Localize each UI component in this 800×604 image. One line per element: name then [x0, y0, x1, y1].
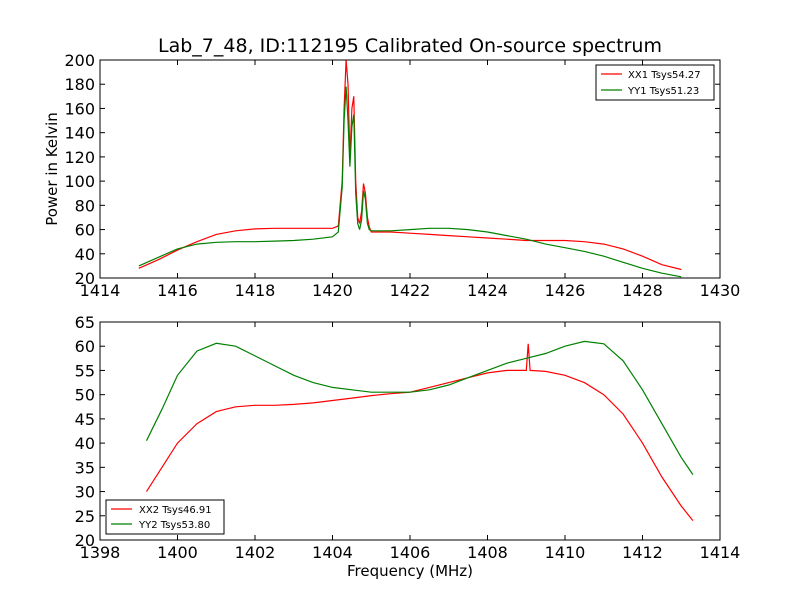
- bottom-legend-label-xx2: XX2 Tsys46.91: [139, 505, 212, 516]
- top-y-tick-label: 80: [75, 196, 95, 215]
- bottom-y-tick-label: 50: [75, 386, 95, 405]
- top-y-tick-label: 140: [64, 124, 95, 143]
- bottom-y-tick-label: 35: [75, 458, 95, 477]
- top-legend-label-xx1: XX1 Tsys54.27: [628, 70, 701, 81]
- bottom-x-tick-label: 1398: [80, 543, 121, 562]
- bottom-x-tick-label: 1412: [622, 543, 663, 562]
- bottom-plot-area: 1398 1400 1402 1404 1406 1408 1410 1412 1414 20 25…: [75, 313, 741, 562]
- top-y-tick-label: 160: [64, 99, 95, 118]
- bottom-x-axis-label: Frequency (MHz): [347, 562, 473, 580]
- bottom-legend: XX2 Tsys46.91 YY2 Tsys53.80: [105, 499, 225, 535]
- bottom-series-line-2: [145, 340, 694, 475]
- top-x-tick-label: 1430: [700, 281, 741, 300]
- bottom-y-tick-label: 65: [75, 313, 95, 332]
- top-x-tick-label: 1422: [390, 281, 431, 300]
- top-y-tick-label: 100: [64, 172, 95, 191]
- top-y-tick-label: 40: [75, 245, 95, 264]
- top-x-tick-label: 1426: [545, 281, 586, 300]
- top-plot-area: 1414 1416 1418 1420 1422 1424 1426 1428 1430 20 40…: [64, 51, 740, 300]
- top-chart-title: Lab_7_48, ID:112195 Calibrated On-source…: [158, 35, 662, 57]
- top-legend: XX1 Tsys54.27 YY1 Tsys51.23: [595, 64, 715, 101]
- top-y-tick-label: 20: [75, 269, 95, 288]
- bottom-x-tick-label: 1414: [700, 543, 741, 562]
- top-legend-label-yy1: YY1 Tsys51.23: [627, 86, 699, 97]
- bottom-y-tick-label: 45: [75, 410, 95, 429]
- top-series-line-1: [138, 60, 682, 271]
- bottom-y-tick-label: 20: [75, 531, 95, 550]
- bottom-x-tick-label: 1400: [157, 543, 198, 562]
- bottom-x-tick-label: 1408: [467, 543, 508, 562]
- top-y-axis-label: Power in Kelvin: [43, 112, 61, 226]
- top-series-line-2: [138, 86, 682, 278]
- bottom-x-tick-label: 1406: [390, 543, 431, 562]
- bottom-y-tick-label: 55: [75, 361, 95, 380]
- bottom-y-tick-label: 60: [75, 337, 95, 356]
- top-x-tick-label: 1424: [467, 281, 508, 300]
- top-x-tick-label: 1414: [80, 281, 121, 300]
- bottom-x-tick-label: 1410: [545, 543, 586, 562]
- bottom-x-tick-label: 1404: [312, 543, 353, 562]
- top-y-tick-label: 180: [64, 75, 95, 94]
- top-x-tick-label: 1416: [157, 281, 198, 300]
- top-x-tick-label: 1420: [312, 281, 353, 300]
- top-y-tick-label: 60: [75, 221, 95, 240]
- top-y-tick-label: 120: [64, 148, 95, 167]
- top-y-tick-label: 200: [64, 51, 95, 70]
- bottom-x-tick-label: 1402: [235, 543, 276, 562]
- bottom-series-line-1: [145, 343, 694, 521]
- bottom-legend-box: [105, 499, 225, 535]
- bottom-legend-label-yy2: YY2 Tsys53.80: [138, 520, 210, 531]
- top-legend-box: [595, 64, 715, 101]
- bottom-y-tick-label: 40: [75, 434, 95, 453]
- bottom-y-tick-label: 30: [75, 483, 95, 502]
- top-x-tick-label: 1428: [622, 281, 663, 300]
- bottom-y-tick-label: 25: [75, 507, 95, 526]
- top-x-tick-label: 1418: [235, 281, 276, 300]
